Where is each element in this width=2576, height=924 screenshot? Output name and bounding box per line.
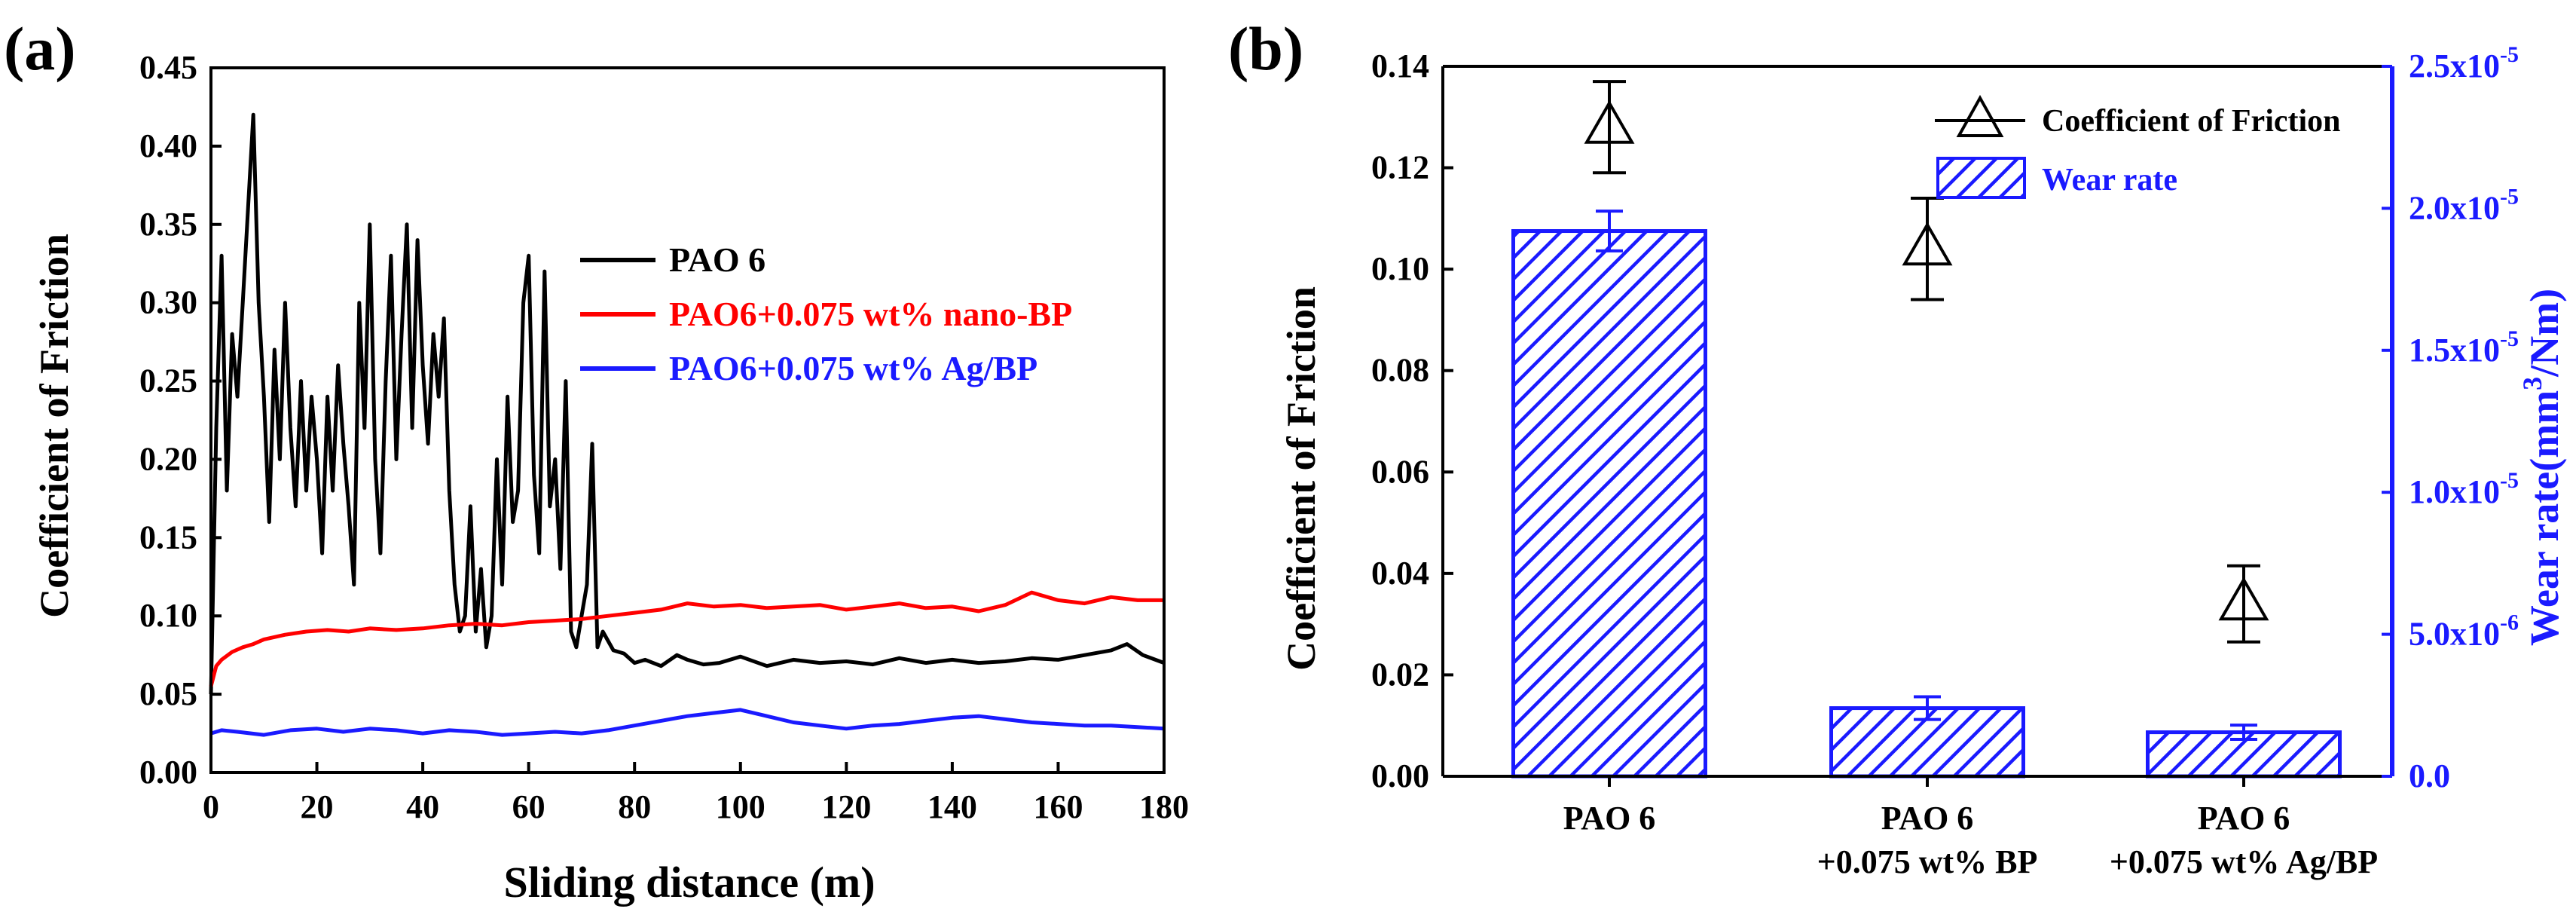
panel-b-y2-tick-label: 1.5x10-5 <box>2409 326 2519 369</box>
panel-b-x-tick-label: +0.075 wt% BP <box>1817 843 2038 880</box>
panel-b-y-tick-label: 0.02 <box>1371 656 1429 693</box>
panel-b-bars-group <box>1511 210 2342 779</box>
panel-a-y-tick-label: 0.40 <box>139 127 197 164</box>
panel-a-axes: 0.00 0.05 0.10 0.15 0.20 0.25 0.30 0.35 0.40 0.45… <box>139 49 1189 825</box>
panel-b-chart: 0.00 0.02 0.04 0.06 0.08 0.10 0.12 0.14 0.0 5.0x1… <box>1279 42 2567 880</box>
panel-a-y-tick-label: 0.20 <box>139 440 197 477</box>
panel-a-y-axis-title: Coefficient of Friction <box>32 234 77 618</box>
panel-a-legend-label: PAO 6 <box>669 240 765 279</box>
panel-a-y-tick-label: 0.35 <box>139 206 197 243</box>
panel-b-y-tick-label: 0.06 <box>1371 453 1429 490</box>
panel-a-x-tick-label: 140 <box>927 788 977 825</box>
panel-a-x-tick-label: 100 <box>716 788 765 825</box>
panel-a-y-tick-label: 0.05 <box>139 675 197 712</box>
panel-a-y-tick-label: 0.15 <box>139 519 197 555</box>
panel-a-chart: 0.00 0.05 0.10 0.15 0.20 0.25 0.30 0.35 0.40 0.45… <box>32 49 1189 907</box>
panel-a-legend: PAO 6 PAO6+0.075 wt% nano-BP PAO6+0.075 wt… <box>580 240 1072 387</box>
panel-a-y-tick-label: 0.00 <box>139 754 197 791</box>
panel-b-y-tick-label: 0.04 <box>1371 555 1429 592</box>
panel-b-y-tick-label: 0.10 <box>1371 250 1429 287</box>
panel-b-y-tick-label: 0.14 <box>1371 47 1429 84</box>
panel-a-series-line-1 <box>209 590 1164 687</box>
panel-a-series-group <box>209 112 1165 737</box>
panel-a-x-axis-title: Sliding distance (m) <box>503 858 875 907</box>
panel-b-y2-tick-label: 2.0x10-5 <box>2409 184 2519 226</box>
panel-a-y-tick-label: 0.25 <box>139 363 197 399</box>
panel-b-y-axis-title: Coefficient of Friction <box>1279 286 1324 671</box>
panel-b-legend-wear-label: Wear rate <box>2042 163 2177 197</box>
panel-b-x-tick-label: PAO 6 <box>1881 800 1974 837</box>
panel-b-y-tick-label: 0.00 <box>1371 757 1429 794</box>
panel-a-x-tick-label: 180 <box>1139 788 1189 825</box>
panel-a-legend-label: PAO6+0.075 wt% nano-BP <box>669 295 1072 333</box>
panel-a-legend-label: PAO6+0.075 wt% Ag/BP <box>669 349 1037 387</box>
panel-b-x-tick-label: +0.075 wt% Ag/BP <box>2110 843 2378 880</box>
panel-b-x-tick-label: PAO 6 <box>1563 800 1656 837</box>
panel-b-wear-bar <box>1511 229 1707 779</box>
panel-b-label: (b) <box>1228 14 1303 83</box>
panel-b-y2-tick-label: 2.5x10-5 <box>2409 42 2519 84</box>
panel-a-series-line-0 <box>209 112 1165 695</box>
panel-a-x-tick-label: 0 <box>203 788 219 825</box>
panel-b-cof-marker <box>2218 577 2269 621</box>
panel-b-legend-wear-swatch <box>1936 157 2026 199</box>
panel-b-cof-marker <box>1902 222 1953 266</box>
panel-b-x-tick-label: PAO 6 <box>2198 800 2290 837</box>
panel-b-y2-tick-label: 1.0x10-5 <box>2409 468 2519 510</box>
panel-a-plot-frame <box>209 66 1166 774</box>
panel-b-y-tick-label: 0.08 <box>1371 352 1429 389</box>
panel-b-legend: Coefficient of Friction Wear rate <box>1935 94 2341 199</box>
panel-a-y-tick-label: 0.30 <box>139 284 197 321</box>
panel-b-legend-cof-label: Coefficient of Friction <box>2042 104 2341 139</box>
panel-a-x-tick-label: 120 <box>821 788 871 825</box>
panel-b-y2-tick-label: 0.0 <box>2409 757 2450 794</box>
panel-b-y2-tick-label: 5.0x10-6 <box>2409 610 2519 653</box>
panel-b-legend-cof-marker <box>1956 94 2004 137</box>
panel-a-x-tick-label: 160 <box>1033 788 1083 825</box>
panel-a-y-tick-label: 0.45 <box>139 49 197 86</box>
panel-a-label: (a) <box>4 14 76 83</box>
panel-a-series-line-2 <box>210 708 1165 737</box>
panel-b-y2-axis-title: Wear rate(mm3/Nm) <box>2517 289 2567 646</box>
panel-a-x-tick-label: 80 <box>618 788 651 825</box>
panel-a-x-tick-label: 60 <box>512 788 545 825</box>
panel-a-x-tick-label: 40 <box>406 788 439 825</box>
panel-a-x-tick-label: 20 <box>301 788 334 825</box>
panel-b-axes: 0.00 0.02 0.04 0.06 0.08 0.10 0.12 0.14 0.0 5.0x1… <box>1371 42 2519 880</box>
panel-b-cof-marker <box>1584 99 1635 144</box>
panel-a-y-tick-label: 0.10 <box>139 597 197 634</box>
panel-b-y-tick-label: 0.12 <box>1371 149 1429 186</box>
